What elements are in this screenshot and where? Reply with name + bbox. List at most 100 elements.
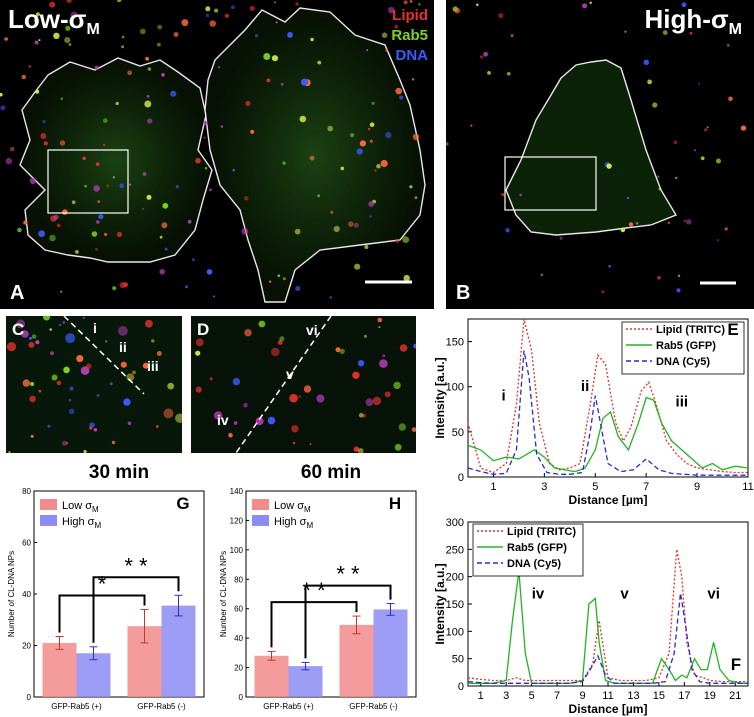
legend-subscript: M (306, 521, 313, 530)
series-dna (467, 593, 748, 684)
legend-subscript: M (304, 505, 311, 514)
y-tick-label: 300 (446, 517, 464, 529)
punctum (540, 273, 544, 277)
punctum (335, 347, 341, 353)
punctum (647, 79, 652, 85)
punctum (369, 122, 375, 127)
punctum (181, 19, 189, 27)
legend-label-rab5: Rab5 (GFP) (656, 340, 716, 352)
x-axis-label: Distance [µm] (569, 702, 648, 716)
punctum (675, 176, 678, 180)
fluorescent-puncta (0, 0, 421, 299)
punctum (379, 359, 388, 368)
punctum (589, 1, 592, 5)
punctum (35, 340, 40, 345)
punctum (159, 235, 163, 239)
punctum (374, 169, 377, 172)
x-tick-label: 7 (643, 481, 649, 493)
bar-high (288, 666, 323, 697)
bar-high (161, 605, 196, 697)
punctum (294, 228, 301, 235)
punctum (299, 115, 307, 123)
punctum (102, 143, 106, 147)
punctum (366, 49, 369, 52)
punctum (233, 421, 238, 425)
punctum (446, 142, 449, 146)
punctum (369, 139, 373, 143)
punctum (140, 28, 146, 35)
significance-bracket (58, 594, 146, 633)
punctum (170, 90, 177, 97)
punctum (42, 119, 46, 124)
punctum (363, 334, 368, 338)
legend-label-low: Low σM (274, 500, 311, 514)
point-i: i (93, 320, 97, 336)
y-tick-label: 40 (22, 590, 31, 599)
punctum (303, 385, 312, 393)
punctum (359, 140, 366, 147)
bar-low (339, 624, 374, 697)
panel-b-title: High-σM (644, 4, 742, 39)
punctum (214, 8, 219, 13)
punctum (43, 316, 51, 321)
legend-subscript: M (92, 505, 99, 514)
panel-letter: G (176, 494, 189, 513)
punctum (483, 51, 488, 57)
y-tick-label: 80 (234, 575, 243, 584)
x-tick-label: 1 (490, 481, 496, 493)
legend-dna: DNA (395, 47, 429, 64)
punctum (51, 374, 58, 381)
punctum (409, 185, 413, 189)
punctum (34, 40, 39, 45)
punctum (127, 70, 133, 76)
punctum (30, 381, 35, 387)
punctum (185, 285, 189, 289)
punctum (4, 37, 8, 41)
punctum (414, 196, 418, 200)
punctum (49, 1, 56, 8)
punctum (673, 140, 678, 145)
punctum (728, 96, 733, 102)
punctum (49, 234, 56, 242)
punctum (266, 78, 271, 83)
punctum (129, 373, 134, 378)
punctum (65, 25, 71, 31)
punctum (329, 296, 333, 299)
punctum (6, 342, 17, 352)
point-ii: ii (119, 339, 127, 355)
cell-outline-right (204, 7, 426, 303)
punctum (62, 321, 66, 324)
punctum (628, 222, 634, 227)
punctum (0, 92, 3, 97)
punctum (706, 126, 709, 129)
punctum (357, 360, 365, 367)
punctum (394, 443, 402, 451)
punctum (716, 158, 721, 164)
punctum (60, 290, 63, 293)
punctum (300, 78, 309, 86)
x-tick-label: 1 (478, 690, 484, 702)
punctum (76, 355, 84, 363)
punctum (662, 30, 668, 35)
punctum (212, 295, 215, 298)
legend-label-high: High σM (274, 516, 313, 530)
x-tick-label: 11 (742, 481, 753, 493)
significance-bracket (92, 576, 180, 643)
punctum (505, 228, 510, 233)
punctum (683, 219, 686, 222)
punctum (192, 258, 195, 262)
punctum (224, 13, 230, 18)
punctum (273, 1, 276, 4)
punctum (28, 65, 32, 68)
punctum (381, 32, 388, 38)
legend-swatch-low (40, 499, 57, 510)
punctum (65, 333, 76, 344)
punctum (91, 231, 98, 237)
zoom-box-b (504, 156, 597, 211)
punctum (195, 157, 201, 164)
punctum (378, 326, 381, 329)
punctum (144, 100, 152, 108)
punctum (157, 42, 161, 47)
y-tick-label: 40 (234, 634, 243, 643)
punctum (740, 125, 747, 131)
